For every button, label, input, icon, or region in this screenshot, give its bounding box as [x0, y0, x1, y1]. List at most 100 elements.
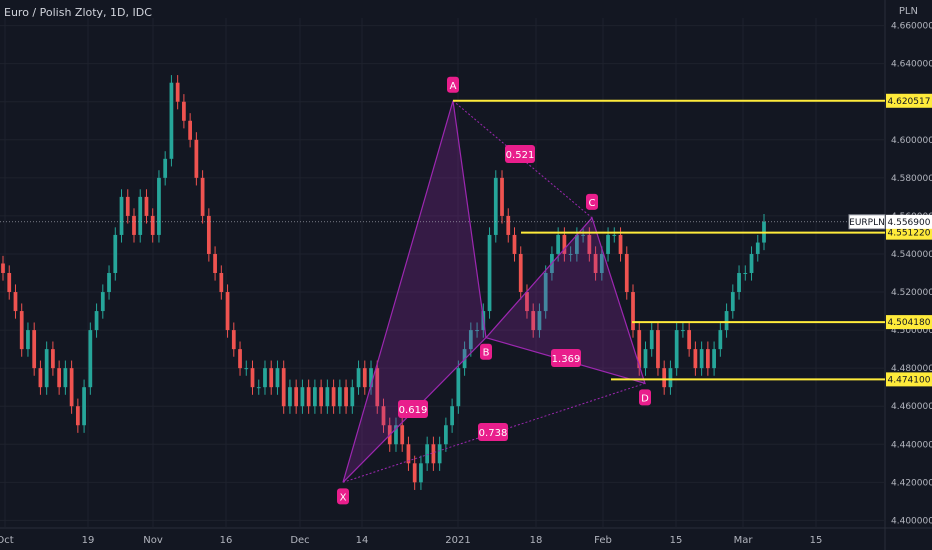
candle-body [624, 253, 629, 293]
ratio-label: 1.369 [552, 354, 581, 365]
x-tick-label: Mar [734, 535, 754, 546]
candle-body [225, 292, 230, 331]
candle-body [556, 234, 561, 254]
candle-body [375, 368, 380, 407]
candle-body [500, 177, 504, 216]
pattern-point-badge [586, 193, 598, 210]
candle-body [643, 349, 648, 369]
currency-unit: PLN [898, 6, 918, 17]
candle-body [294, 387, 299, 407]
candle-body [1, 263, 5, 273]
candle-body [487, 234, 492, 312]
candle-body [188, 120, 193, 140]
candle-body [749, 253, 754, 273]
candle-body [250, 368, 255, 388]
candle-body [150, 215, 155, 235]
ratio-label: 0.521 [506, 150, 535, 161]
last-price-label: 4.556900 [888, 218, 931, 228]
pattern-point-badge [480, 343, 492, 360]
candle-body [493, 177, 498, 235]
candle-body [100, 292, 105, 312]
candle-body [175, 82, 180, 102]
ticker-tag [848, 214, 886, 230]
candle-body [531, 311, 536, 331]
y-tick-label: 4.500000 [891, 326, 932, 336]
candle-body [200, 177, 205, 216]
candle-body [406, 444, 411, 464]
candle-body [581, 234, 585, 236]
candle-body [543, 273, 548, 312]
candle-body [219, 273, 224, 293]
candle-body [537, 311, 542, 331]
ratio-badge [478, 423, 508, 441]
pattern-point-badge [337, 488, 349, 505]
x-tick-label: 18 [530, 535, 543, 546]
candle-body [132, 215, 136, 235]
candle-body [687, 330, 692, 350]
y-tick-label: 4.520000 [891, 288, 932, 298]
candle-body [593, 253, 598, 273]
x-tick-label: Feb [594, 535, 612, 546]
candle-body [506, 215, 511, 235]
candle-body [75, 406, 80, 426]
candle-body [350, 387, 355, 407]
candle-body [94, 311, 99, 331]
candle-body [238, 349, 242, 369]
candle-body [425, 444, 430, 464]
candle-body [144, 196, 149, 216]
ratio-label: 0.619 [399, 405, 428, 416]
x-tick-label: 2021 [445, 535, 470, 546]
candle-body [618, 234, 623, 254]
candle-body [656, 330, 660, 369]
candle-body [331, 387, 336, 407]
chart-title: Euro / Polish Zloty, 1D, IDC [4, 6, 152, 19]
price-level-tag [886, 225, 932, 240]
price-level-tag [886, 93, 932, 108]
candle-body [107, 273, 111, 293]
candle-body [57, 368, 62, 388]
candle-body [26, 330, 30, 350]
candle-body [231, 330, 236, 350]
x-tick-label: Nov [143, 535, 163, 546]
last-price-tag [886, 214, 932, 229]
ratio-badge [551, 349, 581, 367]
price-level-tag [886, 372, 932, 387]
x-tick-label: 16 [220, 535, 233, 546]
price-level-label: 4.620517 [888, 97, 931, 107]
candle-body [32, 330, 37, 369]
y-tick-label: 4.440000 [891, 440, 932, 450]
candle-body [681, 330, 685, 332]
y-tick-label: 4.460000 [891, 402, 932, 412]
candle-body [606, 234, 610, 254]
pattern-ratio-line [342, 382, 646, 483]
candle-body [419, 463, 423, 483]
y-tick-label: 4.540000 [891, 250, 932, 260]
price-level-label: 4.551220 [888, 229, 931, 239]
candle-body [587, 234, 592, 254]
candle-body [525, 292, 529, 312]
candle-body [51, 349, 55, 369]
ticker-label: EURPLN [849, 218, 885, 228]
candle-body [450, 406, 454, 426]
candle-body [319, 387, 323, 407]
y-tick-label: 4.640000 [891, 60, 932, 70]
candle-body [157, 177, 161, 235]
x-tick-label: 19 [82, 535, 95, 546]
candle-body [281, 368, 286, 407]
pattern-point-label: X [340, 492, 347, 503]
candle-body [693, 349, 698, 369]
x-tick-label: 15 [810, 535, 823, 546]
candle-body [755, 242, 760, 254]
y-tick-label: 4.400000 [891, 516, 932, 526]
ratio-label: 0.738 [479, 428, 508, 439]
candle-body [269, 368, 274, 388]
pattern-point-label: C [589, 198, 596, 209]
candle-body [256, 387, 261, 389]
candle-body [668, 368, 673, 388]
candle-body [637, 330, 642, 369]
candle-body [437, 444, 442, 464]
pattern-point-badge [447, 76, 459, 93]
candle-body [631, 292, 635, 331]
candle-body [300, 387, 305, 407]
